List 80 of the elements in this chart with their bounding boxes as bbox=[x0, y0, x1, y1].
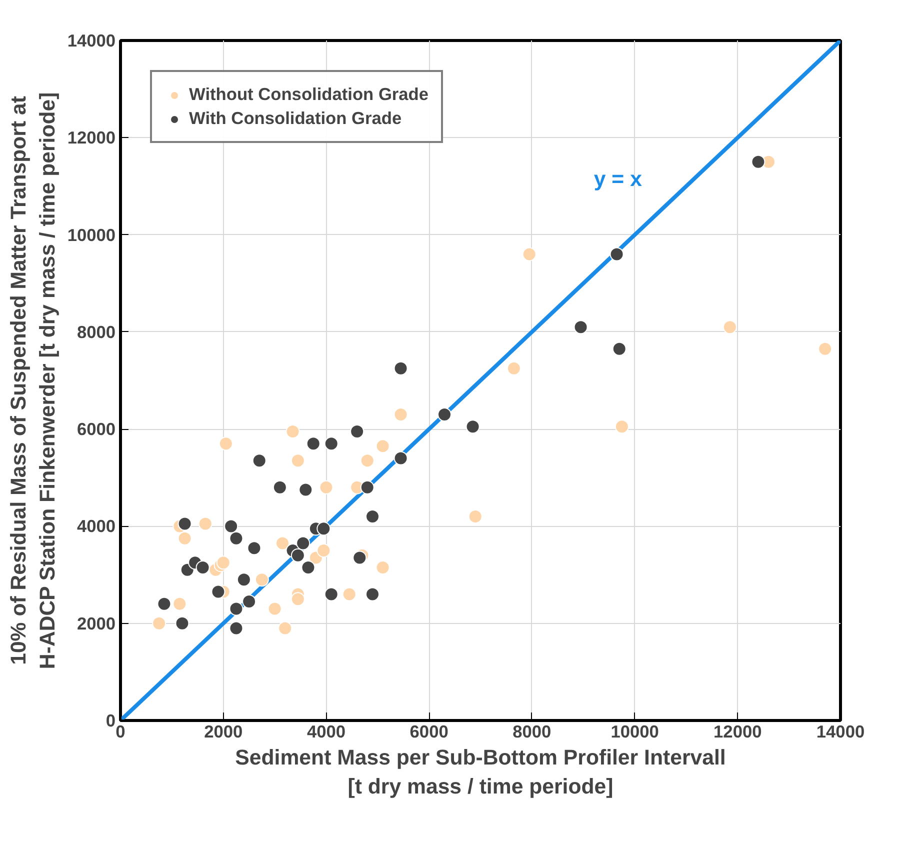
y-tick-label: 4000 bbox=[76, 516, 116, 536]
point bbox=[152, 616, 166, 630]
point bbox=[218, 436, 233, 451]
point bbox=[247, 541, 262, 556]
point bbox=[229, 531, 244, 546]
x-tick-label: 2000 bbox=[204, 722, 243, 742]
point bbox=[178, 531, 192, 546]
point bbox=[229, 602, 244, 616]
point bbox=[316, 544, 331, 558]
y-tick-label: 6000 bbox=[76, 419, 116, 440]
point bbox=[438, 408, 452, 422]
point bbox=[394, 408, 408, 422]
point bbox=[574, 320, 588, 334]
point bbox=[296, 536, 310, 550]
point bbox=[366, 510, 380, 524]
point bbox=[268, 602, 282, 616]
point bbox=[324, 587, 338, 602]
point bbox=[198, 516, 212, 531]
point bbox=[360, 454, 374, 468]
point bbox=[818, 342, 832, 356]
point bbox=[350, 424, 364, 438]
legend-label: Without Consolidation Grade bbox=[189, 84, 429, 105]
point bbox=[751, 154, 766, 169]
series-label: y = x bbox=[594, 166, 642, 191]
point bbox=[290, 548, 305, 562]
point bbox=[276, 536, 290, 550]
x-tick-label: 14000 bbox=[816, 722, 865, 742]
point bbox=[610, 247, 624, 262]
point bbox=[394, 451, 408, 466]
x-tick-label: 10000 bbox=[610, 722, 659, 742]
point bbox=[216, 556, 230, 570]
x-tick-label: 4000 bbox=[306, 722, 346, 742]
point bbox=[252, 454, 266, 468]
x-axis-title: Sediment Mass per Sub-Bottom Profiler Intervall [t dry mass / time periode] bbox=[235, 746, 726, 798]
point bbox=[306, 436, 320, 451]
point bbox=[522, 247, 536, 262]
point bbox=[316, 522, 331, 536]
point bbox=[272, 480, 287, 494]
point bbox=[366, 587, 380, 602]
point bbox=[286, 424, 300, 438]
point bbox=[394, 361, 408, 376]
point bbox=[290, 592, 305, 606]
point bbox=[211, 584, 226, 599]
point bbox=[178, 516, 192, 531]
point bbox=[722, 320, 737, 334]
point bbox=[224, 519, 238, 534]
point bbox=[242, 594, 256, 608]
point bbox=[360, 480, 374, 494]
x-tick-label: 8000 bbox=[512, 722, 552, 742]
y-axis-title: 10% of Residual Mass of Suspended Matter Transport at H-ADCP Station Finkenwerder [t dry mass / time periode] bbox=[6, 92, 60, 670]
point bbox=[290, 454, 305, 468]
point bbox=[468, 510, 482, 524]
y-tick-label: 10000 bbox=[67, 224, 116, 245]
point bbox=[614, 420, 629, 434]
x-tick-label: 6000 bbox=[410, 722, 448, 742]
point bbox=[298, 482, 313, 497]
point bbox=[254, 572, 269, 587]
point bbox=[352, 550, 367, 565]
point bbox=[196, 560, 210, 574]
point bbox=[319, 480, 334, 494]
x-tick-label: 12000 bbox=[714, 722, 762, 742]
point bbox=[278, 621, 292, 636]
point bbox=[175, 616, 190, 630]
legend-label: With Consolidation Grade bbox=[189, 108, 402, 129]
point bbox=[172, 596, 187, 611]
point bbox=[466, 420, 480, 434]
point bbox=[342, 587, 356, 602]
y-tick-label: 2000 bbox=[76, 613, 116, 634]
point bbox=[506, 361, 521, 376]
y-tick-label: 14000 bbox=[67, 30, 116, 50]
point bbox=[229, 621, 244, 636]
y-tick-label: 8000 bbox=[76, 322, 116, 342]
point bbox=[324, 436, 338, 451]
point bbox=[301, 560, 316, 574]
y-tick-label: 12000 bbox=[67, 128, 116, 148]
point bbox=[236, 572, 251, 587]
point bbox=[376, 439, 390, 454]
point bbox=[376, 560, 390, 574]
point bbox=[157, 596, 172, 611]
point bbox=[612, 342, 626, 356]
